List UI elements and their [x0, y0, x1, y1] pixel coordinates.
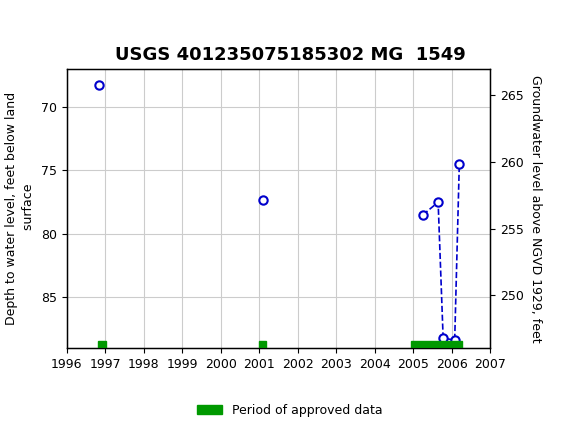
Text: USGS 401235075185302 MG  1549: USGS 401235075185302 MG 1549 — [115, 46, 465, 64]
Y-axis label: Groundwater level above NGVD 1929, feet: Groundwater level above NGVD 1929, feet — [530, 75, 542, 342]
Y-axis label: Depth to water level, feet below land
 surface: Depth to water level, feet below land su… — [5, 92, 35, 325]
Legend: Period of approved data: Period of approved data — [192, 399, 388, 421]
Bar — [259, 341, 266, 348]
Bar — [411, 341, 462, 348]
Bar — [98, 341, 106, 348]
Text: ≡USGS: ≡USGS — [9, 12, 90, 33]
